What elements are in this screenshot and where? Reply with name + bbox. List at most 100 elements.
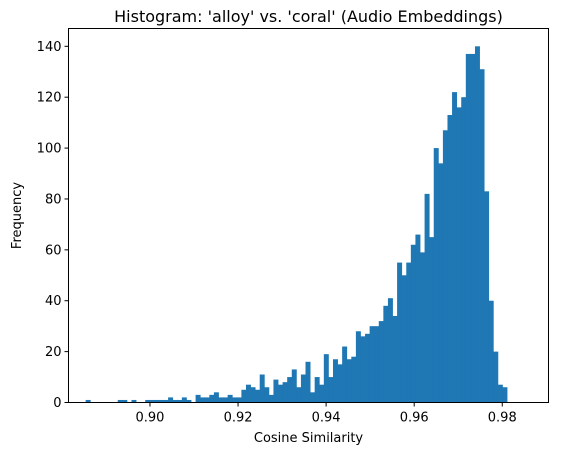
histogram-bar: [424, 193, 430, 403]
histogram-bar: [314, 377, 320, 403]
histogram-bar: [278, 384, 284, 403]
histogram-bar: [415, 234, 421, 403]
histogram-bar: [438, 163, 444, 403]
histogram-bar: [420, 252, 425, 403]
histogram-bar: [227, 394, 233, 403]
histogram-bar: [245, 384, 251, 403]
histogram-bar: [479, 69, 485, 403]
histogram-bar: [168, 397, 174, 403]
histogram-bar: [461, 97, 467, 403]
histogram-bar: [122, 399, 128, 403]
histogram-bar: [351, 356, 357, 403]
histogram-bar: [429, 237, 435, 403]
histogram-bar: [442, 130, 448, 403]
histogram-bar: [195, 394, 201, 403]
histogram-bar: [158, 399, 164, 403]
histogram-bar: [332, 359, 338, 403]
y-tick-label: 140: [37, 40, 62, 55]
histogram-bar: [204, 397, 210, 403]
y-tick-label: 0: [53, 396, 61, 411]
x-tick-label: 0.92: [224, 411, 253, 426]
y-tick-label: 20: [45, 345, 62, 360]
histogram-bar: [493, 351, 499, 403]
histogram-bar: [360, 336, 366, 403]
histogram-bar: [342, 346, 348, 403]
histogram-bar: [452, 92, 458, 403]
histogram-bar: [378, 321, 384, 403]
x-tick-label: 0.98: [488, 411, 517, 426]
histogram-bar: [374, 326, 380, 403]
histogram-bar: [250, 387, 256, 403]
histogram-bar: [406, 262, 412, 403]
histogram-bar: [177, 399, 183, 403]
y-axis-ticks: 0 20 40 60 80 100 120 140: [37, 40, 69, 411]
histogram-bar: [149, 399, 155, 403]
x-tick-label: 0.94: [312, 411, 341, 426]
histogram-bar: [470, 53, 476, 403]
histogram-bar: [209, 394, 215, 403]
histogram-bar: [154, 399, 160, 403]
x-axis-label: Cosine Similarity: [254, 431, 364, 446]
histogram-bar: [264, 387, 270, 403]
histogram-bar: [488, 300, 494, 403]
histogram-bar: [456, 107, 462, 403]
histogram-bar: [383, 305, 389, 403]
histogram-bar: [255, 389, 261, 403]
chart-title: Histogram: 'alloy' vs. 'coral' (Audio Em…: [114, 7, 503, 26]
plot-frame: [68, 28, 549, 403]
histogram-bar: [387, 298, 393, 403]
histogram-bar: [131, 399, 137, 403]
y-tick-label: 120: [37, 91, 62, 106]
histogram-bar: [369, 326, 375, 403]
histogram-bar: [291, 369, 297, 403]
y-tick-label: 100: [37, 142, 62, 157]
histogram-bar: [287, 377, 293, 403]
histogram-bar: [186, 399, 192, 403]
histogram-bar: [310, 392, 316, 403]
x-axis-ticks: 0.90 0.92 0.94 0.96 0.98: [135, 402, 517, 426]
histogram-bar: [365, 333, 371, 403]
histogram-bar: [296, 387, 302, 403]
histogram-bar: [465, 53, 471, 403]
histogram-bar: [145, 399, 151, 403]
histogram-bar: [497, 384, 503, 403]
x-tick-label: 0.96: [400, 411, 429, 426]
histogram-bar: [200, 397, 206, 403]
histogram-bar: [392, 316, 398, 403]
histogram-bar: [223, 397, 229, 403]
histogram-bar: [259, 374, 265, 403]
histogram-bar: [355, 331, 361, 403]
histogram-bar: [268, 394, 274, 403]
histogram-bar: [433, 148, 439, 403]
y-tick-label: 60: [45, 243, 62, 258]
histogram-bar: [319, 384, 325, 403]
histogram-bar: [323, 354, 329, 403]
histogram-bar: [85, 399, 91, 403]
histogram-bar: [172, 399, 178, 403]
histogram-bar: [236, 397, 242, 403]
histogram-bar: [181, 397, 187, 403]
histogram-bar: [163, 399, 169, 403]
y-tick-label: 40: [45, 294, 62, 309]
histogram-bar: [300, 374, 306, 403]
histogram-bar: [447, 115, 453, 403]
histogram-bar: [484, 191, 490, 403]
histogram-bar: [346, 359, 352, 403]
histogram-bar: [213, 392, 219, 403]
histogram-bar: [218, 397, 224, 403]
histogram-bar: [502, 387, 508, 403]
histogram-bar: [273, 379, 279, 403]
histogram-bar: [410, 244, 416, 403]
y-axis-label: Frequency: [10, 182, 25, 249]
histogram-bar: [305, 361, 311, 403]
histogram-bar: [117, 399, 123, 403]
histogram-bar: [328, 377, 334, 403]
histogram-bar: [232, 397, 238, 403]
histogram-bar: [337, 364, 343, 403]
histogram-bar: [241, 389, 247, 403]
y-tick-label: 80: [45, 192, 62, 207]
histogram-bars: [85, 46, 508, 403]
histogram-bar: [282, 382, 288, 403]
x-tick-label: 0.90: [135, 411, 164, 426]
